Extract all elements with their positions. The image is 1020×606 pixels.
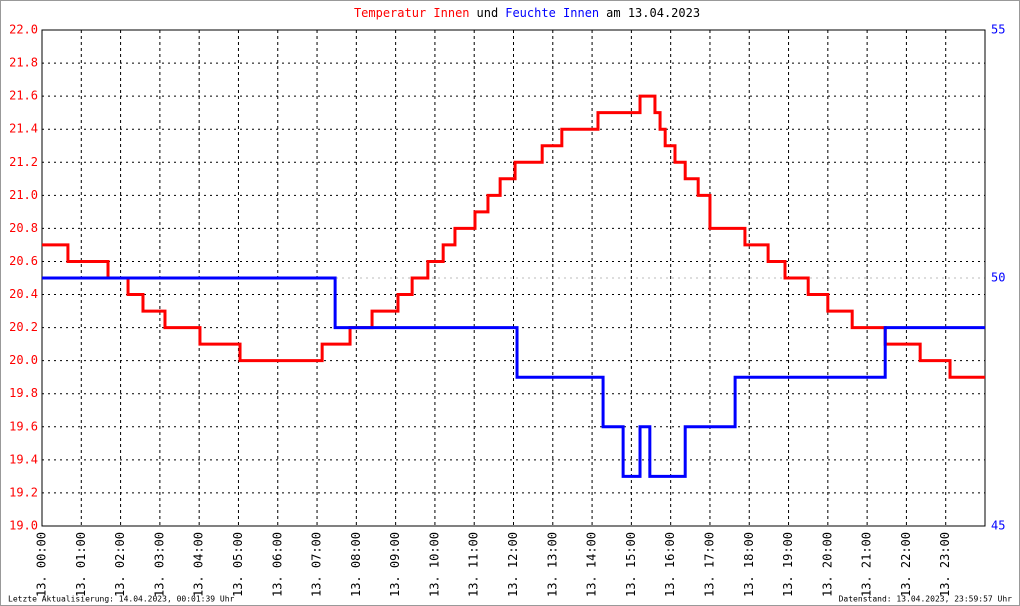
- chart-title: Temperatur Innen und Feuchte Innen am 13.04…: [354, 6, 700, 20]
- y-tick-label: 20.2: [9, 320, 38, 334]
- x-tick-label: 13. 02:00: [113, 532, 127, 597]
- x-tick-label: 13. 18:00: [742, 532, 756, 597]
- y-tick-label: 21.8: [9, 56, 38, 70]
- y-tick-label: 20.8: [9, 221, 38, 235]
- x-tick-label: 13. 07:00: [310, 532, 324, 597]
- y-tick-label: 21.2: [9, 155, 38, 169]
- x-tick-label: 13. 13:00: [545, 532, 559, 597]
- series-line: [42, 94, 985, 379]
- x-tick-label: 13. 17:00: [702, 532, 716, 597]
- x-tick-label: 13. 04:00: [192, 532, 206, 597]
- x-tick-label: 13. 12:00: [506, 532, 520, 597]
- title-part: Feuchte Innen: [505, 6, 599, 20]
- y-tick-label: 19.6: [9, 419, 38, 433]
- y-tick-label: 19.2: [9, 485, 38, 499]
- y-tick-label: 19.8: [9, 386, 38, 400]
- x-tick-label: 13. 21:00: [860, 532, 874, 597]
- x-tick-label: 13. 05:00: [231, 532, 245, 597]
- y-tick-label: 19.0: [9, 519, 38, 533]
- x-tick-label: 13. 22:00: [899, 532, 913, 597]
- x-tick-label: 13. 14:00: [585, 532, 599, 597]
- x-tick-label: 13. 08:00: [349, 532, 363, 597]
- title-part: Temperatur Innen: [354, 6, 470, 20]
- y-tick-label: 21.0: [9, 188, 38, 202]
- x-tick-label: 13. 15:00: [624, 532, 638, 597]
- y2-tick-label: 50: [991, 271, 1005, 285]
- x-tick-label: 13. 00:00: [35, 532, 49, 597]
- x-tick-label: 13. 16:00: [663, 532, 677, 597]
- x-tick-label: 13. 01:00: [74, 532, 88, 597]
- y-tick-label: 20.6: [9, 254, 38, 268]
- y-tick-label: 19.4: [9, 452, 38, 466]
- y-tick-label: 21.4: [9, 122, 38, 136]
- x-tick-label: 13. 20:00: [820, 532, 834, 597]
- y-tick-label: 22.0: [9, 23, 38, 37]
- x-tick-label: 13. 03:00: [152, 532, 166, 597]
- title-part: und: [477, 6, 499, 20]
- x-tick-label: 13. 11:00: [467, 532, 481, 597]
- series-line: [42, 276, 985, 478]
- title-part: am 13.04.2023: [606, 6, 700, 20]
- y2-tick-label: 55: [991, 23, 1005, 37]
- y-tick-label: 20.4: [9, 287, 38, 301]
- footer-right: Datenstand: 13.04.2023, 23:59:57 Uhr: [839, 595, 1013, 604]
- y-tick-label: 20.0: [9, 353, 38, 367]
- x-tick-label: 13. 19:00: [781, 532, 795, 597]
- footer-left: Letzte Aktualisierung: 14.04.2023, 00:01…: [8, 595, 235, 604]
- x-tick-label: 13. 10:00: [427, 532, 441, 597]
- y2-tick-label: 45: [991, 519, 1005, 533]
- y-tick-label: 21.6: [9, 89, 38, 103]
- x-tick-label: 13. 23:00: [938, 532, 952, 597]
- x-tick-label: 13. 09:00: [388, 532, 402, 597]
- x-tick-label: 13. 06:00: [270, 532, 284, 597]
